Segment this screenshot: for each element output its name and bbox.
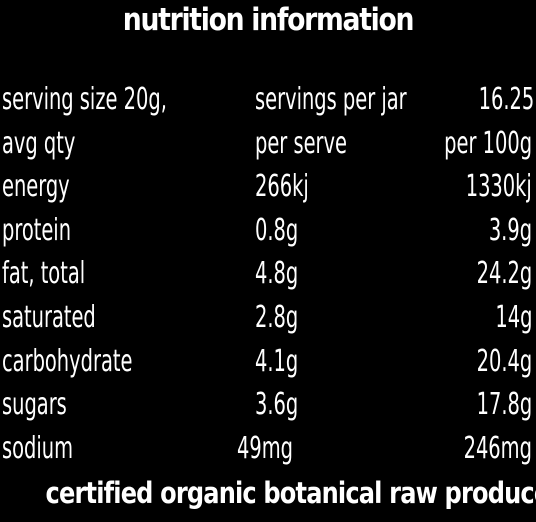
table-row: protein 0.8g 3.9g — [0, 209, 536, 253]
table-row: saturated 2.8g 14g — [0, 296, 536, 340]
row-per-100g: 14g — [495, 296, 532, 340]
row-label: fat, total — [2, 252, 85, 296]
row-label: energy — [2, 165, 70, 209]
row-per-serve: 49mg — [237, 427, 293, 471]
nutrition-table: serving size 20g, servings per jar 16.25… — [0, 78, 536, 470]
row-per-serve: 4.1g — [255, 340, 298, 384]
row-per-100g: 20.4g — [476, 340, 532, 384]
row-per-serve: 4.8g — [255, 252, 298, 296]
row-per-serve: 266kj — [255, 165, 309, 209]
panel-title: nutrition information — [38, 2, 499, 38]
table-row: fat, total 4.8g 24.2g — [0, 252, 536, 296]
row-per-serve: 3.6g — [255, 383, 298, 427]
row-label: protein — [2, 209, 71, 253]
row-per-100g: 16.25 — [478, 78, 534, 122]
row-per-100g: 24.2g — [476, 252, 532, 296]
row-per-100g: 246mg — [464, 427, 532, 471]
panel-footer: certified organic botanical raw produce — [46, 476, 491, 510]
row-per-serve: per serve — [255, 122, 347, 166]
table-row: avg qty per serve per 100g — [0, 122, 536, 166]
row-label: carbohydrate — [2, 340, 132, 384]
row-per-serve: 0.8g — [255, 209, 298, 253]
row-label: sugars — [2, 383, 67, 427]
row-per-100g: 1330kj — [466, 165, 532, 209]
table-row: serving size 20g, servings per jar 16.25 — [0, 78, 536, 122]
row-per-serve: servings per jar — [255, 78, 407, 122]
row-per-100g: per 100g — [444, 122, 532, 166]
row-label: saturated — [2, 296, 96, 340]
table-row: sodium 49mg 246mg — [0, 427, 536, 471]
row-per-100g: 3.9g — [489, 209, 532, 253]
row-per-100g: 17.8g — [476, 383, 532, 427]
table-row: energy 266kj 1330kj — [0, 165, 536, 209]
table-row: carbohydrate 4.1g 20.4g — [0, 340, 536, 384]
table-row: sugars 3.6g 17.8g — [0, 383, 536, 427]
row-label: sodium — [2, 427, 73, 471]
row-label: serving size 20g, — [2, 78, 167, 122]
row-per-serve: 2.8g — [255, 296, 298, 340]
row-label: avg qty — [2, 122, 75, 166]
